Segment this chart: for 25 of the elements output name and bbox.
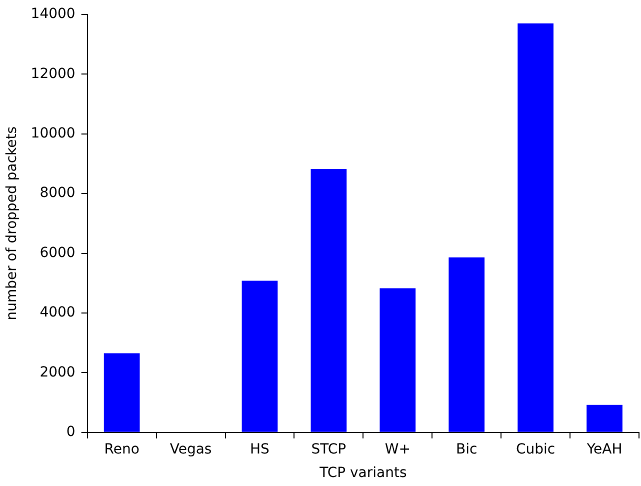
y-tick-label: 14000 — [30, 6, 76, 22]
x-tick-label: STCP — [311, 441, 346, 458]
bar — [448, 257, 485, 432]
y-tick-label: 12000 — [30, 66, 76, 82]
x-tick-label: HS — [250, 441, 270, 458]
y-tick-label: 2000 — [40, 364, 76, 380]
y-tick-label: 0 — [66, 424, 76, 440]
x-tick-label: Cubic — [516, 441, 556, 458]
bar — [242, 280, 278, 432]
x-tick-label: Vegas — [170, 441, 212, 458]
x-tick-label: Reno — [104, 441, 140, 458]
x-tick-label: W+ — [384, 441, 410, 458]
x-tick-label: Bic — [456, 441, 478, 458]
x-axis-title: TCP variants — [318, 465, 407, 482]
y-tick-label: 8000 — [40, 185, 76, 202]
bar — [586, 404, 622, 432]
y-tick-label: 4000 — [40, 304, 76, 321]
bar — [380, 288, 416, 432]
bar — [104, 353, 140, 432]
y-axis-title: number of dropped packets — [4, 126, 20, 320]
bar — [310, 169, 347, 432]
y-tick-label: 10000 — [30, 125, 76, 142]
bar — [518, 23, 554, 432]
x-tick-label: YeAH — [586, 441, 622, 458]
y-tick-label: 6000 — [40, 244, 76, 261]
